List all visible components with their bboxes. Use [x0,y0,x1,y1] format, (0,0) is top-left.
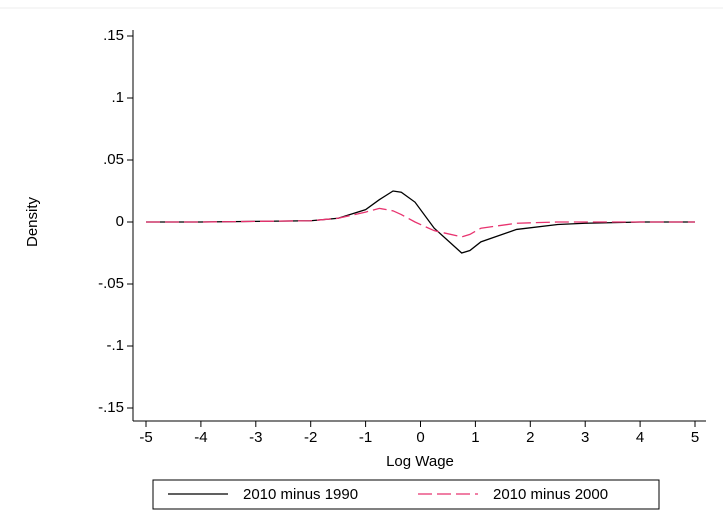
y-axis-label: Density [24,196,41,247]
y-tick-label: .15 [103,27,124,44]
legend-label: 2010 minus 1990 [243,486,358,503]
x-tick-label: 3 [581,429,589,446]
x-tick-label: 5 [691,429,699,446]
x-tick-label: -3 [249,429,262,446]
y-tick-label: .05 [103,151,124,168]
y-tick-label: .1 [111,89,124,106]
legend-label: 2010 minus 2000 [493,486,608,503]
y-tick-label: -.1 [106,337,124,354]
x-tick-label: -5 [139,429,152,446]
series-line [146,207,695,238]
x-tick-label: 0 [416,429,424,446]
legend-box [152,479,660,510]
y-tick-label: -.15 [98,399,124,416]
x-tick-label: 2 [526,429,534,446]
x-axis-label: Log Wage [386,453,454,470]
y-tick-label: 0 [116,213,124,230]
x-tick-label: -4 [194,429,207,446]
x-tick-label: -1 [359,429,372,446]
x-tick-label: -2 [304,429,317,446]
y-tick-label: -.05 [98,275,124,292]
x-tick-label: 1 [471,429,479,446]
x-tick-label: 4 [636,429,644,446]
